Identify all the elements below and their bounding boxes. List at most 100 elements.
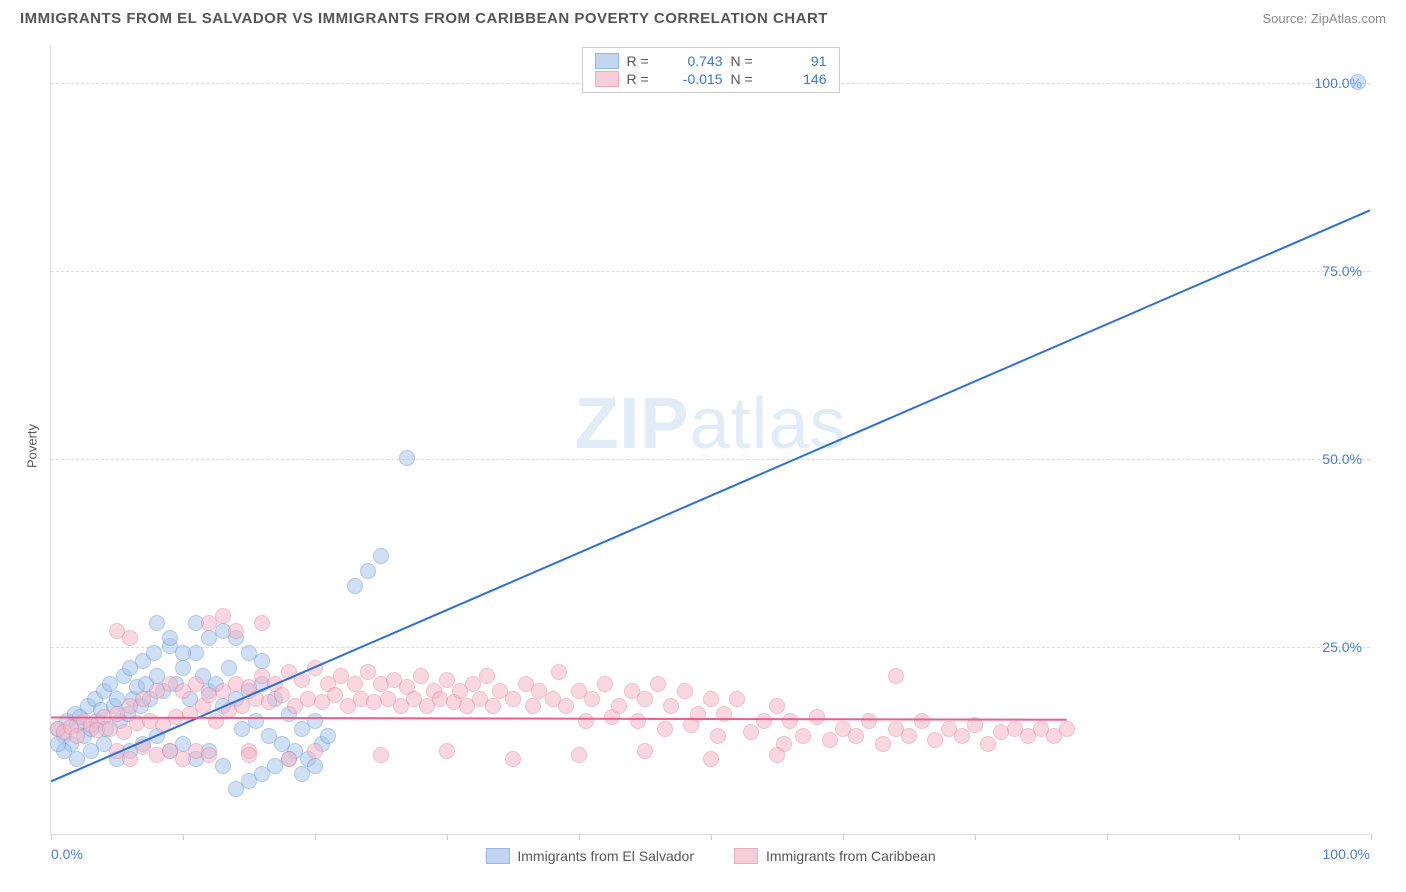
data-point [1059, 721, 1075, 737]
watermark-atlas: atlas [689, 384, 846, 464]
data-point [294, 672, 310, 688]
data-point [254, 615, 270, 631]
legend-n-value: 91 [771, 53, 827, 69]
data-point [69, 728, 85, 744]
x-tick-right: 100.0% [1323, 846, 1370, 862]
data-point [215, 758, 231, 774]
data-point [373, 548, 389, 564]
legend-n-value: 146 [771, 71, 827, 87]
data-point [710, 728, 726, 744]
x-tick-mark [711, 834, 712, 840]
y-tick-label: 25.0% [1322, 639, 1362, 655]
data-point [399, 450, 415, 466]
watermark: ZIPatlas [574, 383, 846, 465]
data-point [248, 713, 264, 729]
chart-plot-area: ZIPatlas 25.0%50.0%75.0%100.0% 0.0% 100.… [50, 45, 1370, 835]
data-point [241, 747, 257, 763]
data-point [360, 664, 376, 680]
data-point [848, 728, 864, 744]
data-point [729, 691, 745, 707]
legend-swatch [595, 71, 619, 87]
data-point [307, 660, 323, 676]
data-point [307, 743, 323, 759]
data-point [663, 698, 679, 714]
data-point [347, 676, 363, 692]
data-point [690, 706, 706, 722]
y-axis-label: Poverty [25, 424, 40, 468]
x-tick-mark [1107, 834, 1108, 840]
data-point [782, 713, 798, 729]
data-point [479, 668, 495, 684]
data-point [505, 691, 521, 707]
data-point [657, 721, 673, 737]
x-tick-mark [447, 834, 448, 840]
data-point [201, 630, 217, 646]
data-point [307, 758, 323, 774]
data-point [347, 578, 363, 594]
data-point [228, 623, 244, 639]
legend-series-label: Immigrants from El Salvador [517, 848, 694, 864]
chart-title: IMMIGRANTS FROM EL SALVADOR VS IMMIGRANT… [20, 10, 828, 27]
legend-r-value: 0.743 [667, 53, 723, 69]
data-point [795, 728, 811, 744]
data-point [439, 743, 455, 759]
chart-source: Source: ZipAtlas.com [1262, 11, 1386, 26]
data-point [743, 724, 759, 740]
data-point [637, 743, 653, 759]
data-point [439, 672, 455, 688]
bottom-legend-item: Immigrants from Caribbean [734, 848, 936, 864]
data-point [1350, 74, 1366, 90]
data-point [175, 645, 191, 661]
data-point [122, 751, 138, 767]
data-point [769, 747, 785, 763]
data-point [188, 676, 204, 692]
data-point [254, 653, 270, 669]
data-point [274, 687, 290, 703]
data-point [716, 706, 732, 722]
x-tick-mark [579, 834, 580, 840]
data-point [914, 713, 930, 729]
data-point [505, 751, 521, 767]
data-point [703, 751, 719, 767]
data-point [281, 751, 297, 767]
legend-swatch [734, 848, 758, 864]
data-point [954, 728, 970, 744]
bottom-legend: Immigrants from El Salvador Immigrants fr… [485, 848, 935, 864]
legend-stats-row: R =0.743N =91 [595, 52, 827, 70]
legend-swatch [595, 53, 619, 69]
data-point [888, 668, 904, 684]
legend-series-label: Immigrants from Caribbean [766, 848, 936, 864]
data-point [208, 713, 224, 729]
x-tick-mark [843, 834, 844, 840]
data-point [558, 698, 574, 714]
data-point [927, 732, 943, 748]
x-tick-mark [1371, 834, 1372, 840]
data-point [597, 676, 613, 692]
grid-line [51, 459, 1370, 460]
data-point [650, 676, 666, 692]
data-point [677, 683, 693, 699]
data-point [525, 698, 541, 714]
data-point [637, 691, 653, 707]
x-tick-mark [975, 834, 976, 840]
x-tick-mark [51, 834, 52, 840]
data-point [201, 747, 217, 763]
y-tick-label: 75.0% [1322, 263, 1362, 279]
data-point [413, 668, 429, 684]
legend-r-label: R = [627, 53, 659, 69]
data-point [861, 713, 877, 729]
data-point [162, 630, 178, 646]
data-point [307, 713, 323, 729]
grid-line [51, 271, 1370, 272]
data-point [373, 747, 389, 763]
legend-r-label: R = [627, 71, 659, 87]
data-point [822, 732, 838, 748]
data-point [571, 747, 587, 763]
data-point [215, 608, 231, 624]
data-point [360, 563, 376, 579]
legend-r-value: -0.015 [667, 71, 723, 87]
x-tick-mark [1239, 834, 1240, 840]
legend-swatch [485, 848, 509, 864]
data-point [901, 728, 917, 744]
y-tick-label: 50.0% [1322, 451, 1362, 467]
